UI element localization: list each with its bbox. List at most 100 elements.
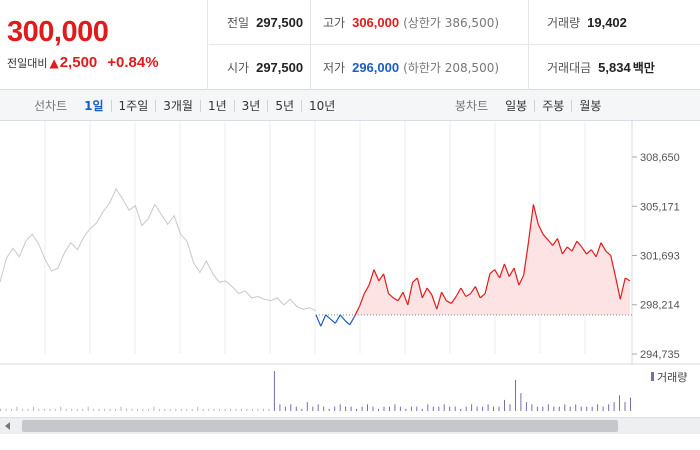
today-segment-48 <box>542 233 549 241</box>
candle-chart-label: 봉차트 <box>455 99 489 113</box>
volume-bar-40 <box>219 408 221 411</box>
change-percent: +0.84% <box>107 54 159 71</box>
volume-bar-9 <box>49 408 51 411</box>
today-segment-45 <box>528 204 534 242</box>
today-segment-61 <box>605 250 612 256</box>
volume-bar-30 <box>164 408 166 411</box>
volume-bar-23 <box>126 408 127 411</box>
tab-1year[interactable]: 1년 <box>199 99 234 112</box>
volume-bar-78 <box>427 404 429 411</box>
volume-bar-38 <box>208 408 210 411</box>
today-segment-49 <box>547 239 554 246</box>
today-segment-4 <box>330 318 336 324</box>
volume-bar-0 <box>0 408 1 411</box>
volume-bar-19 <box>104 408 106 411</box>
today-segment-16 <box>388 293 394 299</box>
chart-scrollbar[interactable] <box>0 417 700 434</box>
today-segment-5 <box>334 314 341 324</box>
volume-bar-52 <box>284 406 286 411</box>
today-segment-46 <box>532 204 539 225</box>
volume-bar-32 <box>175 408 177 411</box>
volume-bar-51 <box>279 404 281 411</box>
today-segment-44 <box>523 241 530 276</box>
today-segment-65 <box>624 277 631 282</box>
volume-bar-67 <box>367 404 368 411</box>
today-segment-64 <box>619 277 626 300</box>
volume-bar-114 <box>624 402 626 411</box>
today-segment-43 <box>518 274 525 286</box>
today-segment-8 <box>349 316 356 326</box>
volume-bar-81 <box>443 404 445 411</box>
today-segment-52 <box>561 246 568 255</box>
today-segment-30 <box>455 287 462 297</box>
tab-3month[interactable]: 3개월 <box>155 99 200 112</box>
scroll-thumb[interactable] <box>22 420 618 432</box>
today-segment-39 <box>499 263 505 279</box>
volume-bar-2 <box>11 408 12 411</box>
tab-10year[interactable]: 10년 <box>301 99 342 112</box>
volume-bar-10 <box>54 408 56 411</box>
volume-cell: 거래량 19,402 <box>529 0 700 45</box>
volume-bar-109 <box>597 404 599 411</box>
y-tick-label-2: 301,693 <box>640 250 680 262</box>
volume-bar-3 <box>16 406 18 411</box>
tab-1day[interactable]: 1일 <box>84 98 104 113</box>
open-label: 시가 <box>227 61 250 75</box>
trade-value-cell: 거래대금 5,834 백만 <box>529 45 700 90</box>
volume-bar-105 <box>575 404 577 411</box>
y-tick-label-4: 294,735 <box>640 349 680 361</box>
today-segment-63 <box>614 276 621 300</box>
tab-monthly-candle[interactable]: 월봉 <box>571 99 608 112</box>
price-box: 300,000 전일대비 ▲ 2,500 +0.84% <box>0 0 208 90</box>
volume-bar-18 <box>98 408 100 411</box>
volume-bar-37 <box>202 408 204 411</box>
today-segment-53 <box>566 246 573 252</box>
volume-bar-86 <box>471 404 473 411</box>
volume-bar-13 <box>71 408 73 411</box>
today-segment-60 <box>600 242 607 252</box>
today-segment-28 <box>446 300 452 305</box>
today-segment-17 <box>392 297 399 302</box>
line-chart-tabs: 선차트 1일 1주일 3개월 1년 3년 5년 10년 <box>34 90 342 121</box>
today-up-fill <box>316 204 630 315</box>
line-chart-label: 선차트 <box>34 99 68 113</box>
prev-close-cell: 전일 297,500 <box>209 0 311 45</box>
volume-bar-36 <box>197 406 199 411</box>
low-cell: 저가 296,000 (하한가 208,500) <box>311 45 529 90</box>
volume-bar-29 <box>158 408 160 411</box>
y-tick-label-1: 305,171 <box>640 201 680 213</box>
tab-daily-candle[interactable]: 일봉 <box>505 98 528 113</box>
volume-bar-22 <box>120 406 122 411</box>
quote-panel: 300,000 전일대비 ▲ 2,500 +0.84% 전일 297,500 고… <box>0 0 700 90</box>
tab-weekly-candle[interactable]: 주봉 <box>534 99 571 112</box>
volume-bar-83 <box>454 406 456 411</box>
volume-bar-98 <box>536 406 538 411</box>
today-segment-7 <box>344 320 351 326</box>
tab-1week[interactable]: 1주일 <box>110 99 156 112</box>
volume-bar-101 <box>553 406 555 411</box>
volume-bar-82 <box>449 406 451 411</box>
quote-stats: 전일 297,500 고가 306,000 (상한가 386,500) 거래량 … <box>209 0 700 90</box>
volume-bar-99 <box>542 406 544 411</box>
tab-3year[interactable]: 3년 <box>233 99 268 112</box>
volume-bar-35 <box>191 408 193 411</box>
volume-bar-113 <box>619 395 620 411</box>
today-segment-54 <box>571 240 578 252</box>
tab-5year[interactable]: 5년 <box>267 99 301 112</box>
y-tick-label-0: 308,650 <box>640 152 680 164</box>
previous-session-line <box>0 187 317 312</box>
volume-bar-49 <box>268 408 270 411</box>
today-segment-55 <box>576 240 583 248</box>
intraday-chart: 308,650 305,171 301,693 298,214 294,735 거래량 <box>0 121 700 450</box>
scroll-left-icon[interactable] <box>5 422 10 430</box>
volume-bar-110 <box>602 406 604 411</box>
today-segment-18 <box>397 291 404 301</box>
today-segment-21 <box>412 277 418 283</box>
trade-value-value: 5,834 <box>598 60 631 75</box>
today-segment-50 <box>552 238 558 246</box>
volume-bar-14 <box>76 408 78 411</box>
volume-bar-11 <box>60 406 62 411</box>
trade-value-label: 거래대금 <box>547 61 592 75</box>
today-segment-31 <box>460 287 467 297</box>
volume-value: 19,402 <box>587 14 627 30</box>
